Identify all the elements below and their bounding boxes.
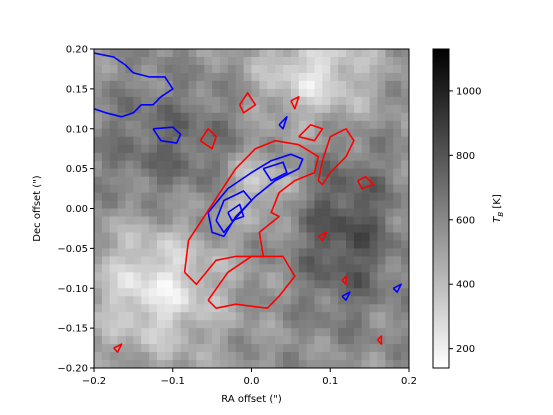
blue-contour-2 [207,153,304,238]
red-contour-3 [298,124,324,142]
red-contour-6 [290,96,300,110]
blue-contour-3 [215,190,253,234]
blue-contour-1 [152,126,182,144]
y-tick-label: 0.20 [66,45,88,56]
x-tick-label: 0.0 [244,376,260,387]
x-tick-label: −0.1 [161,376,185,387]
blue-contour-4 [262,161,288,182]
y-axis-label: Dec offset (") [32,175,43,242]
y-tick-label: 0.10 [66,124,88,135]
y-tick-label: −0.15 [57,324,88,335]
red-contour-10 [341,275,347,286]
colorbar-label: TB [K] [492,194,505,223]
red-contour-11 [376,335,383,345]
brightness-temperature-map [94,49,409,368]
blue-contour-8 [392,283,402,293]
colorbar-tick-label: 400 [456,280,475,291]
colorbar-tick-label: 600 [456,215,475,226]
contour-layer [94,52,402,353]
y-tick-label: −0.10 [57,284,88,295]
y-tick-label: 0.05 [66,164,88,175]
y-tick-label: −0.20 [57,364,88,375]
x-axis-label: RA offset (") [221,394,282,405]
x-tick-label: 0.1 [322,376,338,387]
red-contour-0 [183,139,320,286]
blue-contour-5 [227,203,245,222]
red-contour-2 [317,128,355,186]
red-contour-1 [207,255,296,309]
x-axis: −0.2 −0.1 0.0 0.1 0.2 [82,368,417,387]
colorbar-tick-label: 200 [456,344,475,355]
colorbar-gradient [432,48,450,369]
x-tick-label: 0.2 [401,376,417,387]
y-tick-label: 0.00 [66,204,88,215]
plot-area [93,48,410,369]
colorbar: 1000 800 600 400 200 TB [K] [432,48,505,369]
red-contour-8 [317,231,328,242]
red-contour-5 [238,92,257,114]
blue-contour-0 [94,52,174,118]
y-tick-label: 0.15 [66,84,88,95]
colorbar-tick-label: 800 [456,151,475,162]
red-contour-9 [113,343,123,353]
colorbar-tick-label: 1000 [456,86,481,97]
red-contour-7 [357,175,375,190]
y-axis: 0.20 0.15 0.10 0.05 0.00 −0.05 −0.10 −0.15 −0.20 [57,45,94,375]
colorbar-ticks: 1000 800 600 400 200 [449,86,481,355]
y-tick-label: −0.05 [57,244,88,255]
red-contour-4 [199,128,217,150]
blue-contour-6 [278,116,288,130]
x-tick-label: −0.2 [82,376,106,387]
blue-contour-7 [341,291,351,301]
